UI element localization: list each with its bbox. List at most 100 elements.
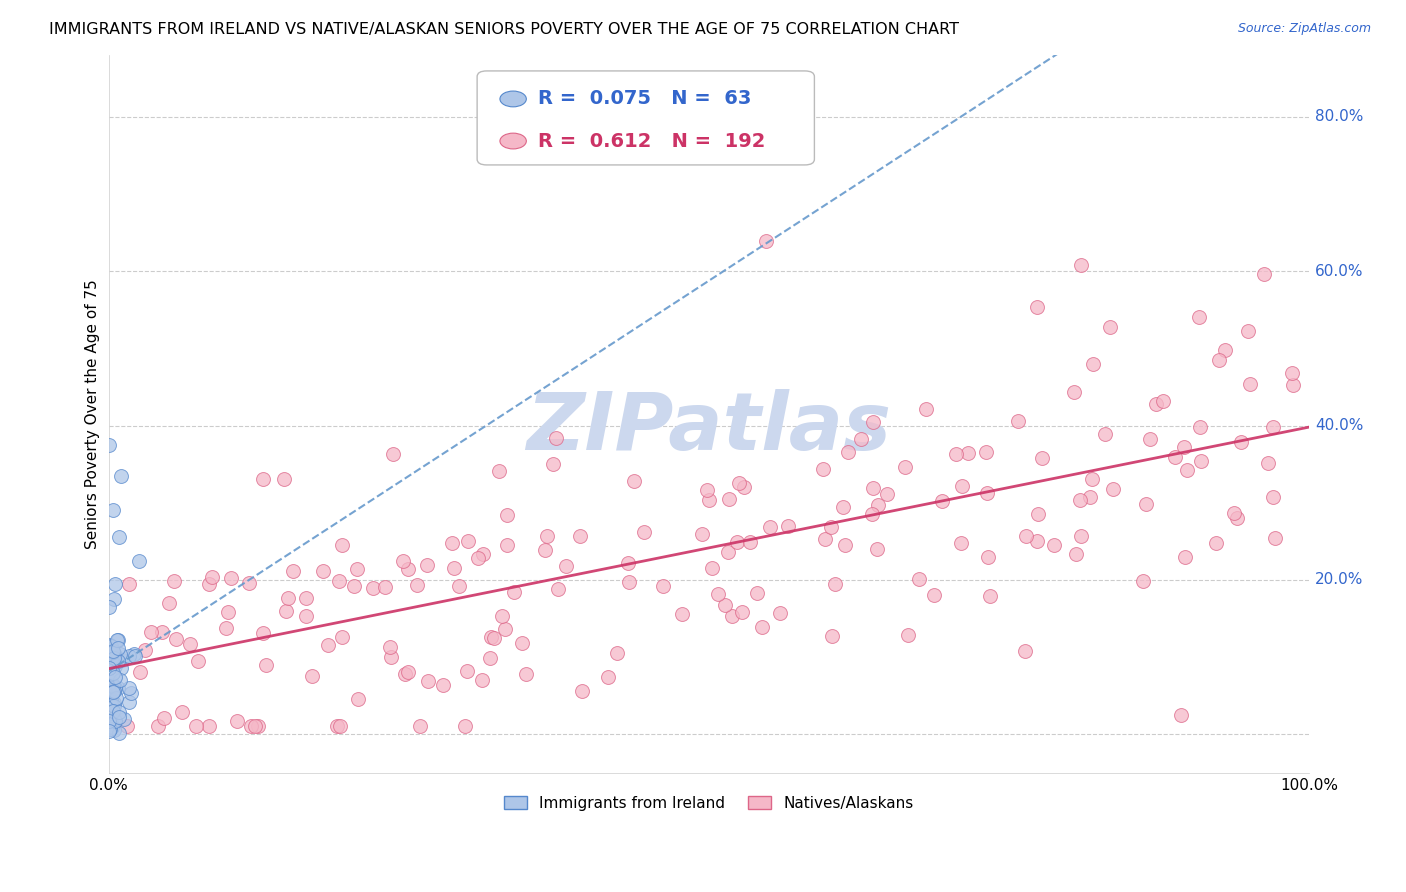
Point bbox=[569, 529, 592, 543]
Point bbox=[1189, 454, 1212, 468]
Point bbox=[1264, 531, 1286, 545]
Text: 60.0%: 60.0% bbox=[1315, 264, 1364, 278]
Point bbox=[157, 596, 180, 610]
Text: Source: ZipAtlas.com: Source: ZipAtlas.com bbox=[1237, 22, 1371, 36]
Point bbox=[1261, 420, 1284, 434]
Point bbox=[295, 591, 318, 606]
Point bbox=[98, 599, 121, 614]
Point bbox=[1253, 267, 1275, 281]
Point bbox=[731, 606, 754, 620]
Point bbox=[606, 646, 628, 660]
Point bbox=[104, 576, 127, 591]
Point bbox=[104, 714, 127, 729]
Point bbox=[98, 714, 121, 728]
Point bbox=[714, 598, 737, 612]
Point bbox=[862, 481, 884, 495]
Point bbox=[482, 632, 505, 646]
Point bbox=[851, 433, 873, 447]
Point bbox=[651, 578, 673, 592]
Point bbox=[409, 719, 432, 733]
Point bbox=[254, 658, 277, 673]
Point bbox=[170, 705, 193, 719]
Point bbox=[491, 609, 513, 624]
Point bbox=[1152, 393, 1174, 408]
Point bbox=[312, 564, 335, 578]
Point bbox=[860, 507, 883, 521]
Point bbox=[328, 574, 350, 588]
Point bbox=[396, 665, 419, 679]
Point bbox=[329, 719, 352, 733]
Point bbox=[101, 720, 124, 734]
Point bbox=[496, 508, 519, 522]
Point bbox=[479, 651, 502, 665]
Point bbox=[186, 719, 208, 733]
Point bbox=[820, 520, 842, 534]
Point bbox=[103, 696, 125, 710]
Point bbox=[98, 638, 121, 652]
Circle shape bbox=[501, 91, 526, 107]
Point bbox=[868, 498, 890, 512]
Point bbox=[471, 547, 494, 561]
Point bbox=[129, 665, 152, 679]
Point bbox=[316, 638, 339, 652]
Point bbox=[914, 402, 936, 417]
Point bbox=[1205, 535, 1227, 549]
Point bbox=[110, 468, 132, 483]
Point bbox=[101, 704, 124, 718]
Point bbox=[1135, 497, 1157, 511]
Point bbox=[146, 719, 169, 733]
Point bbox=[811, 462, 834, 476]
Point bbox=[122, 647, 145, 661]
Point bbox=[117, 681, 139, 695]
Point bbox=[118, 695, 141, 709]
Point bbox=[813, 532, 835, 546]
Point bbox=[105, 632, 128, 647]
Point bbox=[471, 673, 494, 688]
Point bbox=[295, 609, 318, 624]
Point bbox=[1239, 376, 1261, 391]
Point bbox=[623, 474, 645, 488]
Point bbox=[1164, 450, 1187, 465]
Point bbox=[104, 659, 127, 673]
Point bbox=[101, 655, 124, 669]
Point bbox=[103, 699, 125, 714]
Point bbox=[1281, 366, 1303, 380]
Point bbox=[720, 609, 742, 624]
Point bbox=[347, 692, 370, 706]
Point bbox=[747, 586, 769, 600]
Point bbox=[1014, 644, 1036, 658]
Point bbox=[976, 549, 998, 564]
Point bbox=[1098, 320, 1121, 334]
Point bbox=[252, 472, 274, 486]
Point bbox=[110, 661, 132, 675]
Point bbox=[101, 645, 124, 659]
Point bbox=[945, 447, 967, 461]
Point bbox=[276, 604, 298, 618]
Point bbox=[908, 572, 931, 586]
Point bbox=[163, 574, 186, 589]
Point bbox=[153, 711, 176, 725]
Point bbox=[374, 580, 396, 594]
Point bbox=[124, 648, 146, 663]
Point bbox=[449, 579, 471, 593]
Point bbox=[510, 635, 533, 649]
Point bbox=[1132, 574, 1154, 588]
Point bbox=[104, 669, 127, 683]
Point bbox=[378, 640, 401, 654]
Point bbox=[115, 719, 138, 733]
Point bbox=[247, 719, 270, 733]
Point bbox=[118, 649, 141, 664]
Point bbox=[976, 486, 998, 500]
Point bbox=[862, 415, 884, 429]
Point bbox=[671, 607, 693, 621]
Point bbox=[103, 644, 125, 658]
Point bbox=[108, 673, 131, 687]
Point bbox=[824, 577, 846, 591]
Point bbox=[103, 503, 125, 517]
Point bbox=[128, 553, 150, 567]
Point bbox=[396, 562, 419, 576]
Point bbox=[440, 535, 463, 549]
Point bbox=[950, 479, 973, 493]
Point bbox=[215, 621, 238, 635]
Point bbox=[100, 692, 122, 706]
